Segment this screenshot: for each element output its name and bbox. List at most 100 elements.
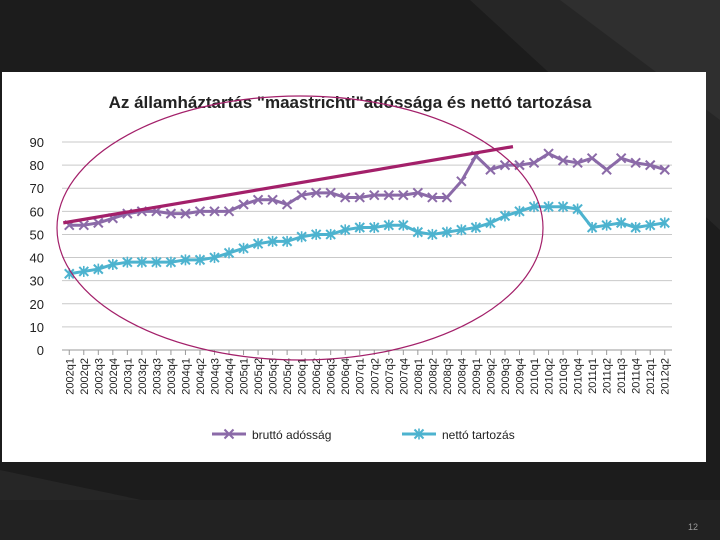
- x-tick-label: 2007q1: [355, 358, 367, 395]
- y-tick-label: 90: [30, 135, 44, 150]
- data-point: [310, 228, 322, 240]
- data-point: [499, 159, 511, 171]
- x-tick-label: 2005q2: [253, 358, 265, 395]
- data-point: [412, 187, 424, 199]
- x-tick-label: 2004q1: [180, 358, 192, 395]
- data-point: [78, 265, 89, 277]
- data-point: [383, 189, 394, 201]
- x-tick-label: 2011q4: [631, 358, 643, 394]
- x-tick-label: 2012q2: [660, 358, 672, 395]
- data-point: [398, 189, 409, 201]
- x-tick-label: 2004q4: [224, 358, 236, 395]
- annotation-layer: [56, 95, 544, 361]
- x-tick-label: 2009q3: [500, 358, 512, 395]
- data-point: [267, 194, 278, 205]
- x-tick-label: 2010q4: [573, 358, 585, 395]
- data-point: [78, 219, 89, 231]
- data-point: [267, 235, 278, 247]
- x-tick-label: 2011q1: [587, 358, 599, 394]
- data-point: [136, 256, 148, 268]
- y-tick-label: 60: [30, 204, 44, 219]
- data-point: [645, 219, 656, 231]
- x-tick-label: 2012q1: [645, 358, 657, 395]
- data-point: [296, 189, 307, 201]
- x-tick-label: 2006q1: [297, 358, 309, 395]
- data-point: [572, 157, 583, 169]
- data-point: [310, 187, 322, 199]
- data-point: [586, 152, 598, 164]
- x-tick-label: 2003q4: [166, 358, 178, 395]
- data-point: [441, 192, 453, 203]
- x-tick-label: 2006q4: [340, 358, 352, 395]
- data-point: [645, 159, 656, 171]
- data-point: [601, 164, 612, 175]
- x-tick-label: 2006q2: [311, 358, 323, 395]
- data-point: [325, 187, 336, 199]
- chart-panel: Az államháztartás "maastrichti"adóssága …: [2, 72, 706, 462]
- data-point: [383, 219, 394, 231]
- data-point: [456, 224, 467, 236]
- data-point: [369, 222, 380, 234]
- data-point: [194, 206, 206, 217]
- data-point: [485, 164, 496, 175]
- data-point: [223, 247, 235, 259]
- data-point: [557, 155, 569, 166]
- y-tick-label: 50: [30, 227, 44, 242]
- x-tick-label: 2009q1: [471, 358, 483, 395]
- data-point: [586, 222, 598, 234]
- data-point: [427, 228, 438, 240]
- data-point: [615, 152, 627, 164]
- page-number: 12: [688, 522, 699, 532]
- legend-marker: [413, 428, 425, 440]
- grid: [62, 141, 672, 351]
- data-point: [572, 203, 583, 215]
- data-point: [557, 201, 569, 213]
- x-tick-label: 2005q1: [239, 358, 251, 395]
- data-point: [340, 192, 351, 203]
- data-point: [499, 210, 511, 222]
- data-point: [543, 148, 554, 159]
- data-point: [180, 208, 191, 219]
- x-tick-label: 2007q3: [384, 358, 396, 395]
- y-tick-label: 30: [30, 274, 44, 289]
- data-point: [528, 201, 540, 213]
- data-point: [93, 263, 104, 275]
- data-point: [630, 157, 641, 169]
- series-layer: [64, 148, 670, 280]
- data-point: [427, 192, 438, 203]
- x-tick-label: 2003q3: [151, 358, 163, 395]
- data-point: [354, 222, 365, 234]
- x-tick-label: 2005q3: [268, 358, 280, 395]
- y-tick-label: 20: [30, 297, 44, 312]
- y-tick-label: 80: [30, 158, 44, 173]
- data-point: [209, 252, 220, 264]
- data-point: [659, 217, 670, 229]
- x-tick-label: 2002q1: [64, 358, 76, 395]
- data-point: [659, 164, 670, 175]
- bottom-band: [0, 500, 720, 540]
- data-point: [514, 205, 525, 217]
- data-point: [543, 201, 554, 213]
- series-line-2: [69, 205, 665, 276]
- y-tick-label: 40: [30, 251, 44, 266]
- data-point: [151, 256, 162, 268]
- x-tick-label: 2003q2: [137, 358, 149, 395]
- data-point: [441, 226, 453, 238]
- x-tick-label: 2004q2: [195, 358, 207, 395]
- data-point: [325, 228, 336, 240]
- x-tick-label: 2007q2: [369, 358, 381, 395]
- x-tick-label: 2005q4: [282, 358, 294, 395]
- legend: bruttó adósság nettó tartozás: [212, 428, 515, 442]
- y-tick-label: 0: [37, 343, 44, 358]
- data-point: [93, 217, 104, 229]
- series-line-1: [69, 152, 666, 227]
- x-tick-label: 2008q1: [413, 358, 425, 395]
- data-point: [194, 254, 206, 266]
- data-point: [107, 258, 119, 270]
- x-tick-label: 2003q1: [122, 358, 134, 395]
- data-point: [340, 224, 351, 236]
- trend-line: [62, 145, 514, 225]
- data-point: [456, 176, 467, 187]
- x-tick-label: 2008q4: [456, 358, 468, 395]
- data-point: [238, 242, 249, 254]
